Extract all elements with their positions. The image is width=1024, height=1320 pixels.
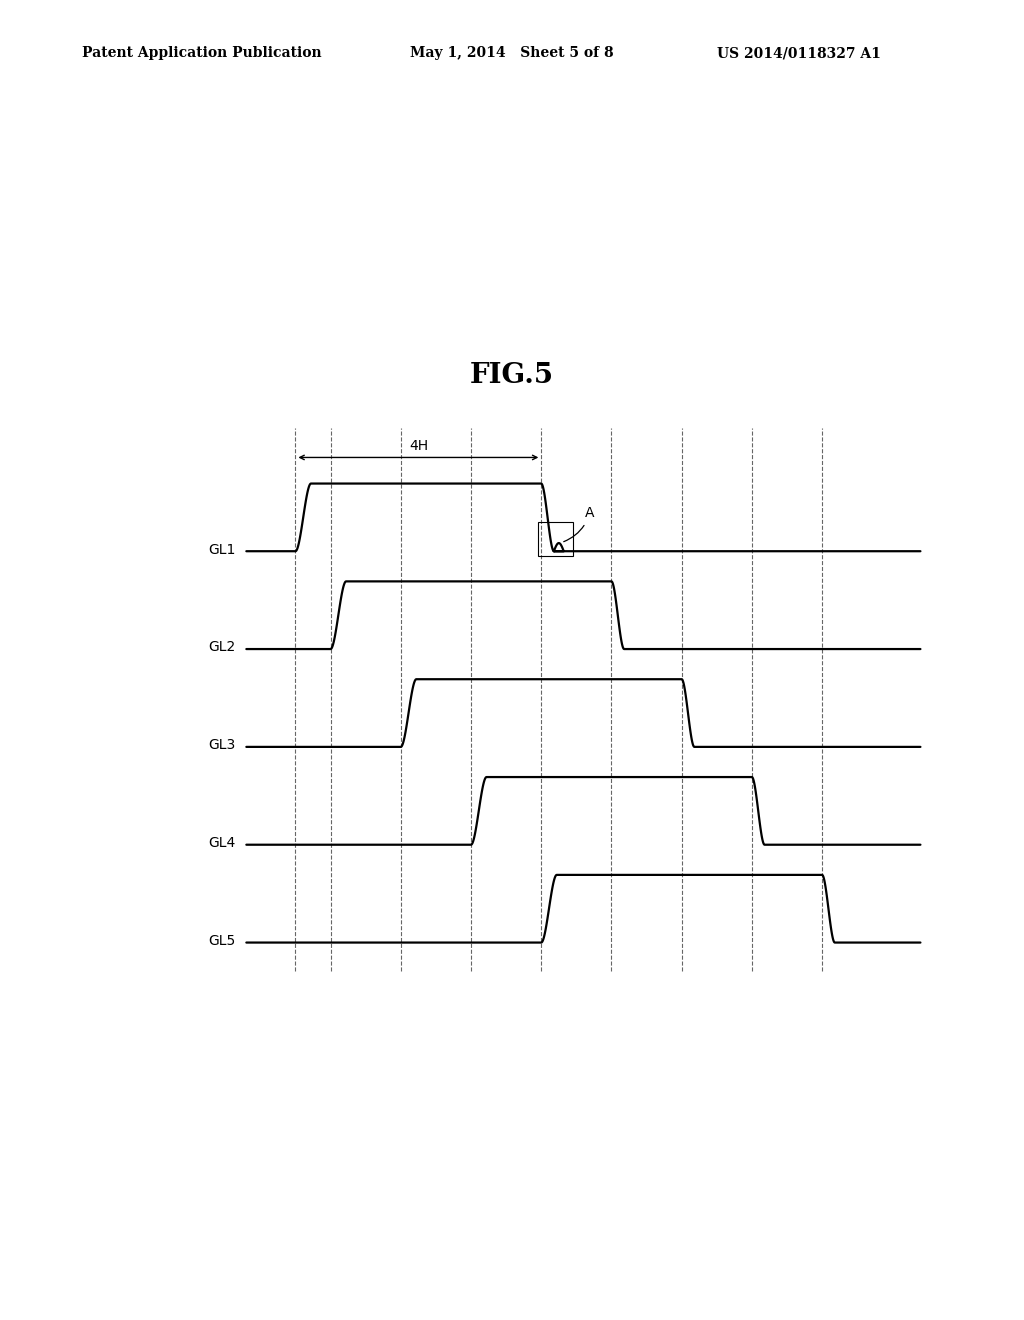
Text: GL3: GL3 <box>209 738 236 752</box>
Text: May 1, 2014   Sheet 5 of 8: May 1, 2014 Sheet 5 of 8 <box>410 46 613 61</box>
Text: FIG.5: FIG.5 <box>470 363 554 389</box>
Text: GL5: GL5 <box>209 935 236 948</box>
Text: US 2014/0118327 A1: US 2014/0118327 A1 <box>717 46 881 61</box>
Bar <box>538 523 572 556</box>
Text: GL4: GL4 <box>209 836 236 850</box>
Text: 4H: 4H <box>409 438 428 453</box>
Text: GL1: GL1 <box>209 543 236 557</box>
Text: GL2: GL2 <box>209 640 236 655</box>
Text: Patent Application Publication: Patent Application Publication <box>82 46 322 61</box>
Text: A: A <box>564 507 595 541</box>
